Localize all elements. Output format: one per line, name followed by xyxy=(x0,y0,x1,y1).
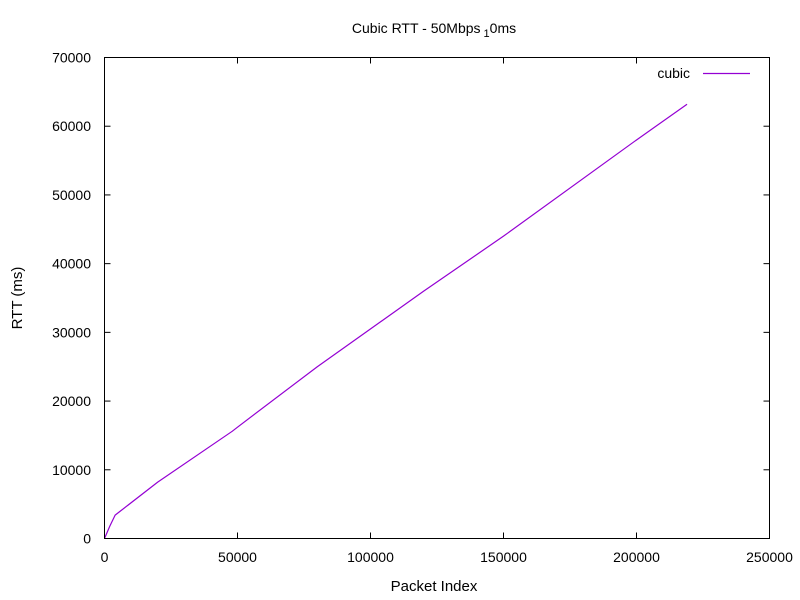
y-tick-label: 70000 xyxy=(52,50,91,66)
x-tick-label: 250000 xyxy=(746,549,793,565)
series-line-cubic xyxy=(103,103,688,539)
axis-ticks xyxy=(104,57,770,539)
y-tick-label: 30000 xyxy=(52,324,91,340)
legend-label-cubic: cubic xyxy=(657,65,690,81)
chart-title-suffix: 0ms xyxy=(490,20,516,36)
chart-title-main: Cubic RTT - 50Mbps xyxy=(352,20,481,36)
y-tick-label: 60000 xyxy=(52,118,91,134)
y-tick-label: 10000 xyxy=(52,462,91,478)
x-tick-label: 0 xyxy=(101,549,109,565)
plot-frame xyxy=(104,57,770,539)
y-tick-label: 20000 xyxy=(52,393,91,409)
legend: cubic xyxy=(657,65,750,81)
tick-labels: 0 50000 100000 150000 200000 250000 0 10000 2000… xyxy=(52,50,793,566)
y-tick-label: 50000 xyxy=(52,187,91,203)
chart-title: Cubic RTT - 50Mbps 10ms xyxy=(352,20,516,40)
x-tick-label: 200000 xyxy=(613,549,660,565)
x-tick-label: 150000 xyxy=(480,549,527,565)
series-layer xyxy=(103,103,688,539)
y-tick-label: 40000 xyxy=(52,256,91,272)
chart-title-subscript: 1 xyxy=(484,28,490,40)
y-axis-label: RTT (ms) xyxy=(9,267,26,330)
y-tick-label: 0 xyxy=(83,531,91,547)
x-tick-label: 50000 xyxy=(218,549,257,565)
x-tick-label: 100000 xyxy=(347,549,394,565)
x-axis-label: Packet Index xyxy=(391,578,478,595)
